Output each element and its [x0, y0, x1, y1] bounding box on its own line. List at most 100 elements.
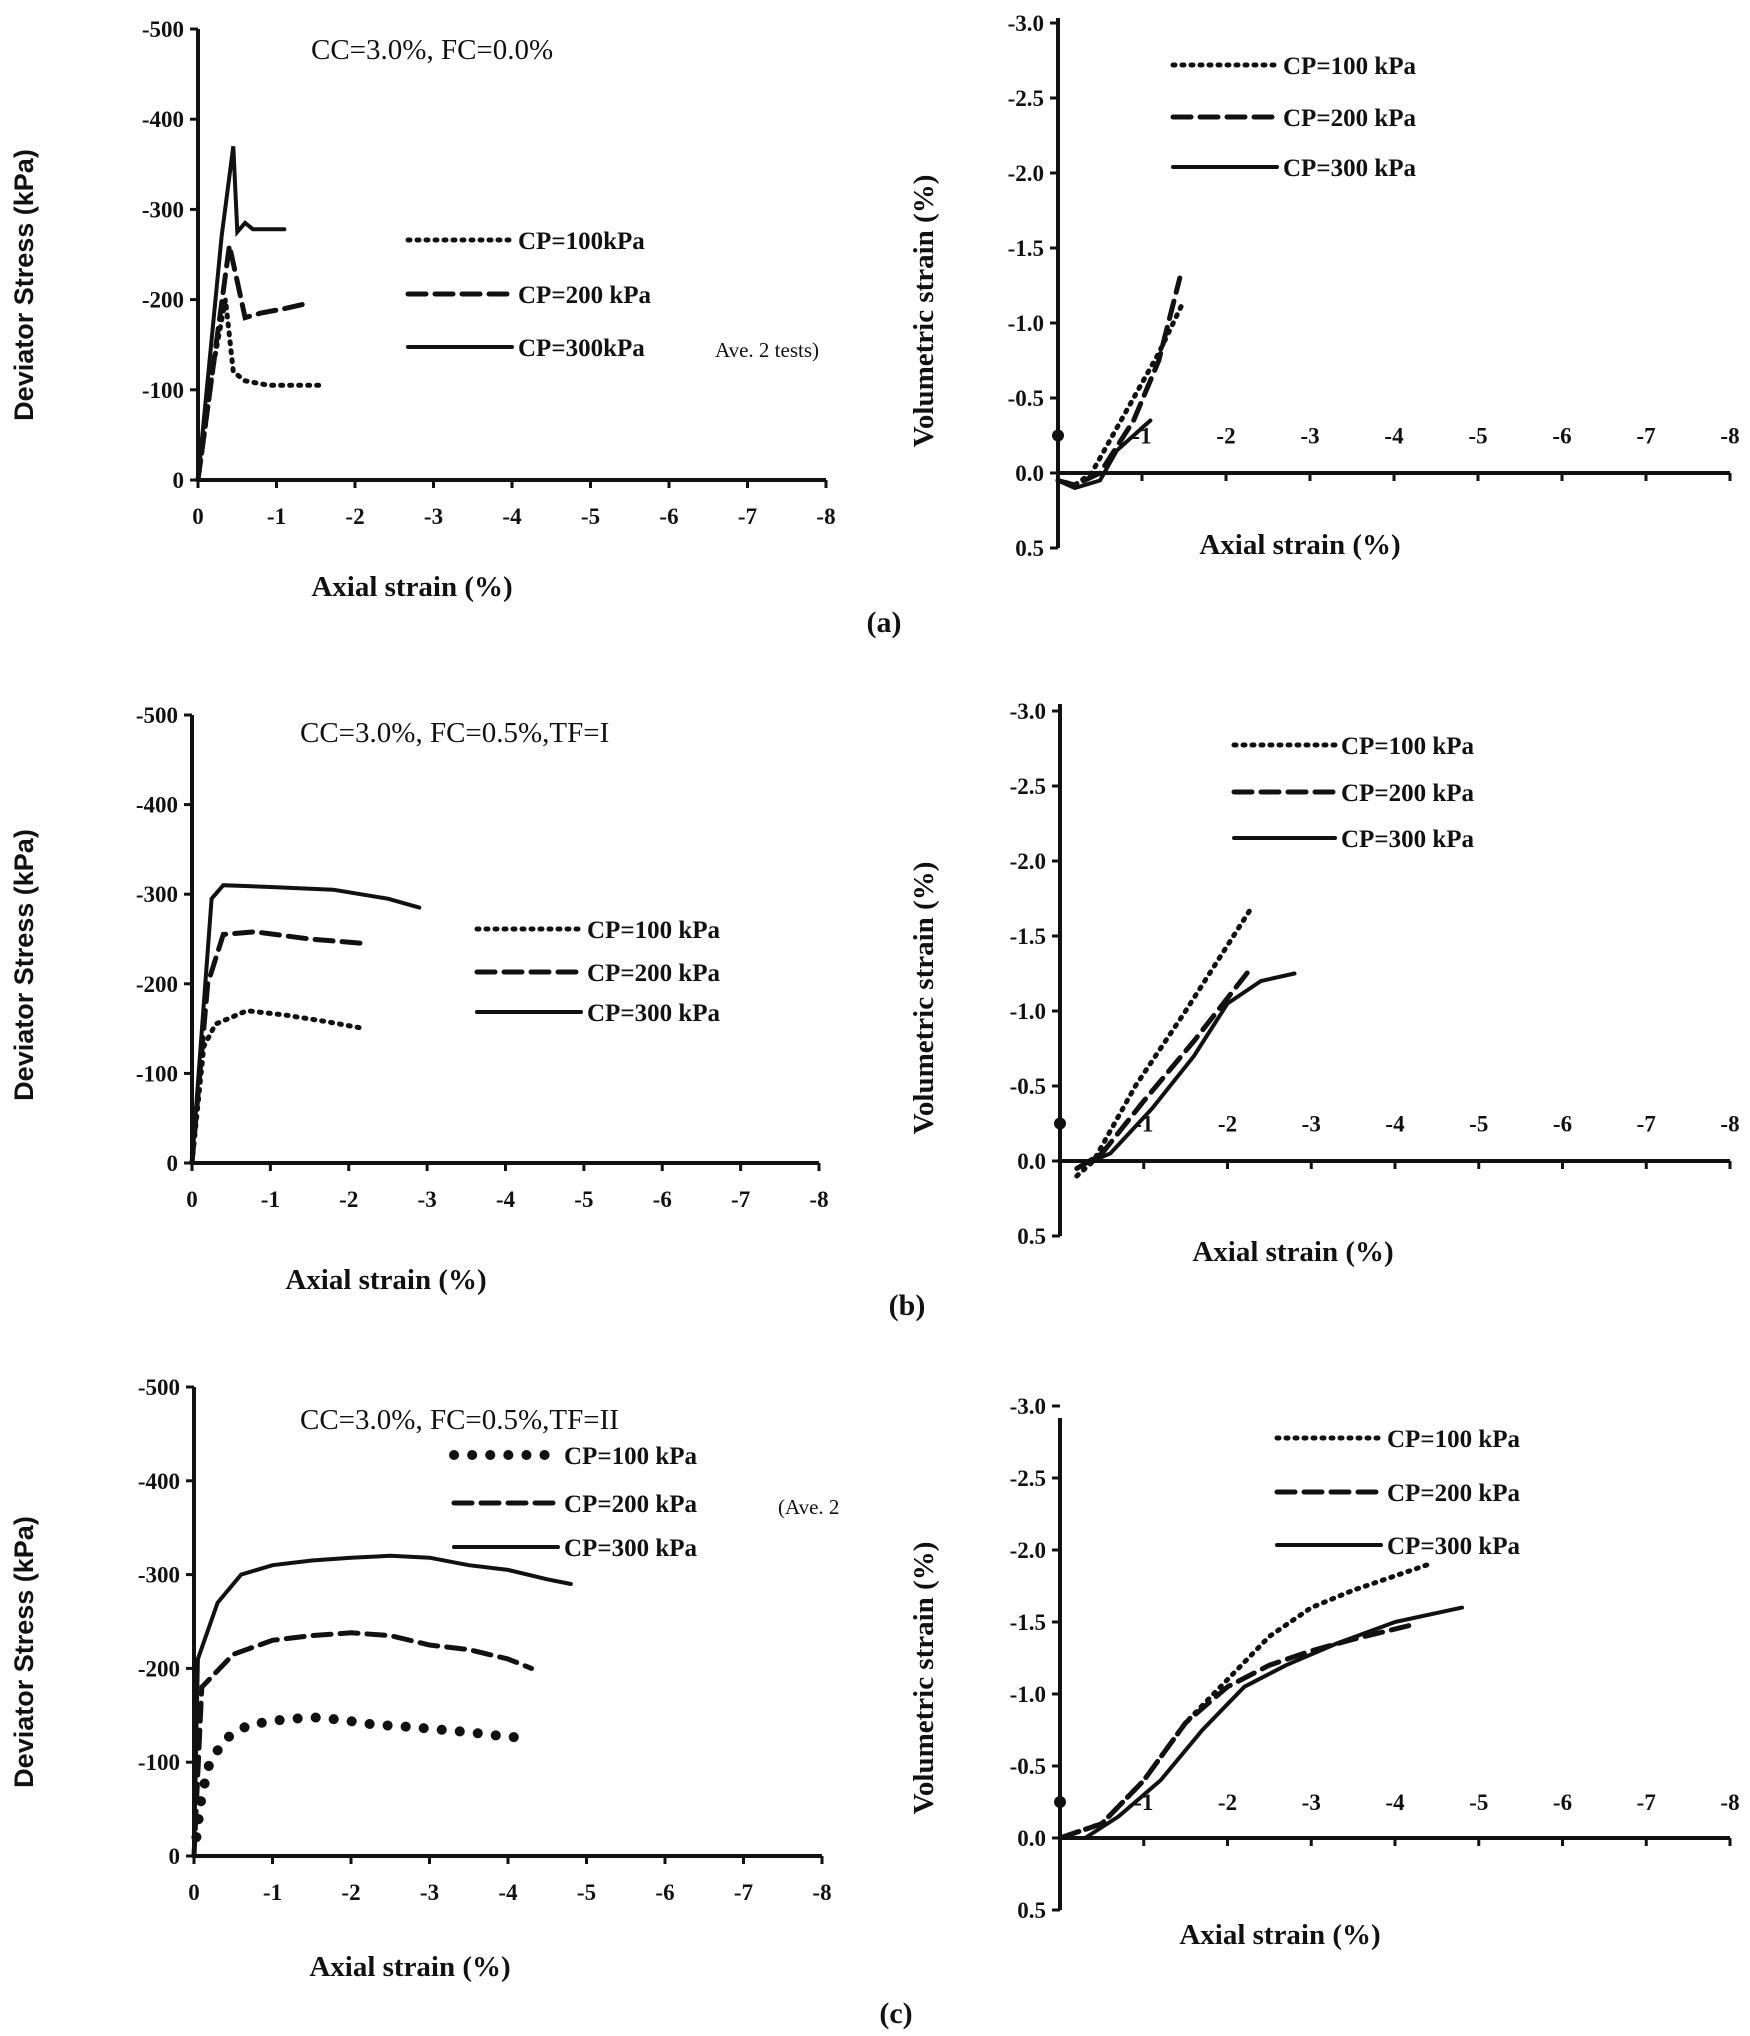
x-axis-title: Axial strain (%) [311, 571, 512, 603]
annotation: (Ave. 2 [778, 1495, 839, 1519]
x-axis-title: Axial strain (%) [1199, 529, 1400, 561]
y-tick-label: -1.0 [1010, 999, 1046, 1024]
series-line-2 [195, 244, 307, 483]
x-axis-title: Axial strain (%) [285, 1264, 486, 1296]
y-tick-label: -200 [136, 972, 178, 997]
y-tick-label: -2.0 [1008, 161, 1044, 186]
x-tick-label: -2 [341, 1880, 360, 1905]
x-axis-title: Axial strain (%) [1192, 1236, 1393, 1268]
x-tick-label: -2 [339, 1187, 358, 1212]
x-tick-label: -4 [1385, 1790, 1405, 1815]
series-line-1 [191, 1712, 537, 1843]
axis-marker [1054, 1796, 1066, 1808]
x-tick-label: -6 [655, 1880, 674, 1905]
y-tick-label: -3.0 [1010, 699, 1046, 724]
y-tick-label: -300 [138, 1563, 180, 1588]
series-line-3 [192, 1553, 573, 1858]
y-tick-label: -300 [136, 882, 178, 907]
x-tick-label: -2 [1218, 1790, 1237, 1815]
x-tick-label: -8 [1720, 1790, 1739, 1815]
chart-4: -3.0 -2.5 -2.0 -1.5 -1.0 -0.5 0.0 0.5 -1 -2 -3 -4 -5… [908, 699, 1740, 1268]
y-axis-title: Deviator Stress (kPa) [9, 149, 39, 421]
series-line-3 [1056, 418, 1153, 491]
x-tick-label: 0 [186, 1187, 198, 1212]
x-tick-label: -8 [812, 1880, 831, 1905]
y-tick-label: 0.5 [1017, 1224, 1046, 1249]
legend-label: CP=300 kPa [1341, 826, 1474, 853]
legend-label: CP=300 kPa [587, 1000, 720, 1027]
series-line-3 [1083, 971, 1297, 1166]
y-tick-label: -500 [138, 1375, 180, 1400]
y-tick-label: -300 [142, 197, 184, 222]
x-tick-label: -1 [267, 504, 286, 529]
y-tick-label: 0.5 [1017, 1898, 1046, 1923]
y-tick-label: -100 [138, 1750, 180, 1775]
panel-label: (b) [889, 1289, 926, 1322]
legend-label: CP=100 kPa [587, 917, 720, 944]
y-tick-label: -400 [142, 107, 184, 132]
chart-title: CC=3.0%, FC=0.5%,TF=II [300, 1404, 619, 1436]
y-tick-label: -100 [142, 378, 184, 403]
x-tick-label: -5 [581, 504, 600, 529]
x-tick-label: 0 [192, 504, 204, 529]
x-tick-label: -3 [1300, 424, 1319, 449]
x-tick-label: -8 [809, 1187, 828, 1212]
x-tick-label: -4 [502, 504, 522, 529]
x-tick-label: -5 [577, 1880, 596, 1905]
x-tick-label: -7 [1637, 1112, 1656, 1137]
series-line-2 [189, 929, 367, 1166]
y-axis-title: Deviator Stress (kPa) [9, 829, 39, 1101]
x-tick-label: 0 [188, 1880, 200, 1905]
legend-label: CP=300 kPa [564, 1535, 697, 1562]
x-axis-title: Axial strain (%) [309, 1951, 510, 1983]
y-tick-label: -200 [138, 1656, 180, 1681]
y-axis-title: Volumetric strain (%) [908, 175, 940, 448]
x-tick-label: -1 [1134, 1790, 1153, 1815]
x-tick-label: -5 [1469, 1112, 1488, 1137]
chart-6: -3.0 -2.5 -2.0 -1.5 -1.0 -0.5 0.0 0.5 -1 -2 -3 -4 -5… [908, 1394, 1740, 1951]
x-tick-label: -3 [424, 504, 443, 529]
series-line-1 [1074, 903, 1256, 1179]
series-line-1 [1055, 298, 1187, 488]
x-tick-label: -3 [420, 1880, 439, 1905]
series-line-1 [195, 299, 327, 483]
x-tick-label: -1 [261, 1187, 280, 1212]
x-tick-label: -3 [418, 1187, 437, 1212]
y-tick-label: -100 [136, 1061, 178, 1086]
legend-label: CP=200 kPa [518, 282, 651, 309]
x-tick-label: -7 [731, 1187, 750, 1212]
y-tick-label: -2.5 [1010, 774, 1046, 799]
y-tick-label: -2.5 [1008, 86, 1044, 111]
y-axis-title: Volumetric strain (%) [908, 1542, 940, 1815]
x-tick-label: -5 [1469, 1790, 1488, 1815]
x-tick-label: -2 [1218, 1112, 1237, 1137]
x-tick-label: -2 [1216, 424, 1235, 449]
y-tick-label: -200 [142, 288, 184, 313]
y-tick-label: -500 [136, 703, 178, 728]
x-tick-label: -3 [1302, 1790, 1321, 1815]
x-tick-label: -4 [496, 1187, 516, 1212]
x-tick-label: -6 [1553, 1790, 1572, 1815]
legend-label: CP=300 kPa [1387, 1533, 1520, 1560]
series-line-3 [190, 883, 422, 1165]
y-tick-label: -1.5 [1010, 1610, 1046, 1635]
legend-label: CP=300kPa [518, 335, 645, 362]
y-tick-label: -2.0 [1010, 1538, 1046, 1563]
chart-5: -500 -400 -300 -200 -100 00 -1 -2 -3 -4 -5 -6 -7 -8 CP… [9, 1375, 913, 2030]
series-line-2 [1055, 275, 1183, 488]
series-line-3 [196, 146, 287, 482]
x-tick-label: -3 [1302, 1112, 1321, 1137]
y-tick-label: -1.0 [1010, 1682, 1046, 1707]
panel-label: (c) [879, 1997, 912, 2030]
series-line-3 [1058, 1605, 1464, 1840]
legend-label: CP=200 kPa [564, 1491, 697, 1518]
x-tick-label: -5 [574, 1187, 593, 1212]
x-tick-label: -7 [734, 1880, 753, 1905]
y-tick-label: 0.0 [1017, 1826, 1046, 1851]
y-tick-label: -400 [138, 1469, 180, 1494]
y-tick-label: -0.5 [1008, 386, 1044, 411]
chart-1: -500 -400 -300 -200 -100 00 -1 -2 -3 -4 -5 -6 -7 -8 CP… [9, 17, 901, 639]
axis-marker [1052, 429, 1064, 442]
y-tick-label: -2.5 [1010, 1466, 1046, 1491]
